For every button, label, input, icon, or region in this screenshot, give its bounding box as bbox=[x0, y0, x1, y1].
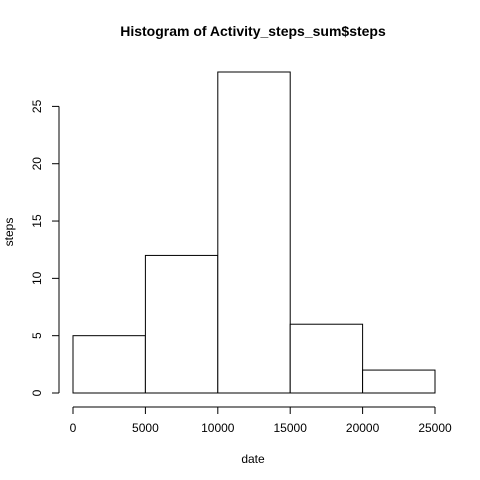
chart-title: Histogram of Activity_steps_sum$steps bbox=[120, 23, 386, 39]
y-axis-label: steps bbox=[2, 218, 16, 247]
y-tick-label-4: 20 bbox=[30, 157, 44, 171]
y-tick-label-5: 25 bbox=[30, 99, 44, 113]
y-tick-label-2: 10 bbox=[30, 271, 44, 285]
y-tick-label-0: 0 bbox=[30, 389, 44, 396]
x-axis-label: date bbox=[241, 452, 265, 466]
x-tick-label-4: 20000 bbox=[346, 421, 380, 435]
histogram-bar-0 bbox=[72, 335, 146, 394]
histogram-bar-2 bbox=[217, 71, 291, 394]
y-axis: 0 5 10 15 20 25 bbox=[30, 99, 60, 396]
x-tick-label-2: 10000 bbox=[201, 421, 235, 435]
x-tick-label-3: 15000 bbox=[274, 421, 308, 435]
y-tick-label-3: 15 bbox=[30, 214, 44, 228]
histogram-bar-3 bbox=[289, 323, 364, 394]
bars-group bbox=[72, 71, 436, 394]
x-axis: 0 5000 10000 15000 20000 25000 bbox=[70, 406, 452, 435]
x-tick-label-0: 0 bbox=[70, 421, 77, 435]
y-tick-label-1: 5 bbox=[30, 332, 44, 339]
histogram-bar-1 bbox=[144, 254, 219, 394]
x-tick-label-5: 25000 bbox=[418, 421, 452, 435]
x-tick-label-1: 5000 bbox=[132, 421, 159, 435]
histogram-bar-4 bbox=[362, 369, 436, 394]
